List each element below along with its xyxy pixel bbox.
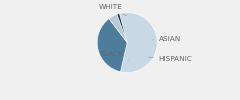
Text: BLACK: BLACK xyxy=(99,51,128,60)
Wedge shape xyxy=(117,14,127,42)
Wedge shape xyxy=(109,14,127,42)
Text: ASIAN: ASIAN xyxy=(152,36,181,42)
Wedge shape xyxy=(120,12,157,72)
Text: HISPANIC: HISPANIC xyxy=(149,56,192,62)
Wedge shape xyxy=(97,19,127,72)
Text: WHITE: WHITE xyxy=(99,4,126,16)
